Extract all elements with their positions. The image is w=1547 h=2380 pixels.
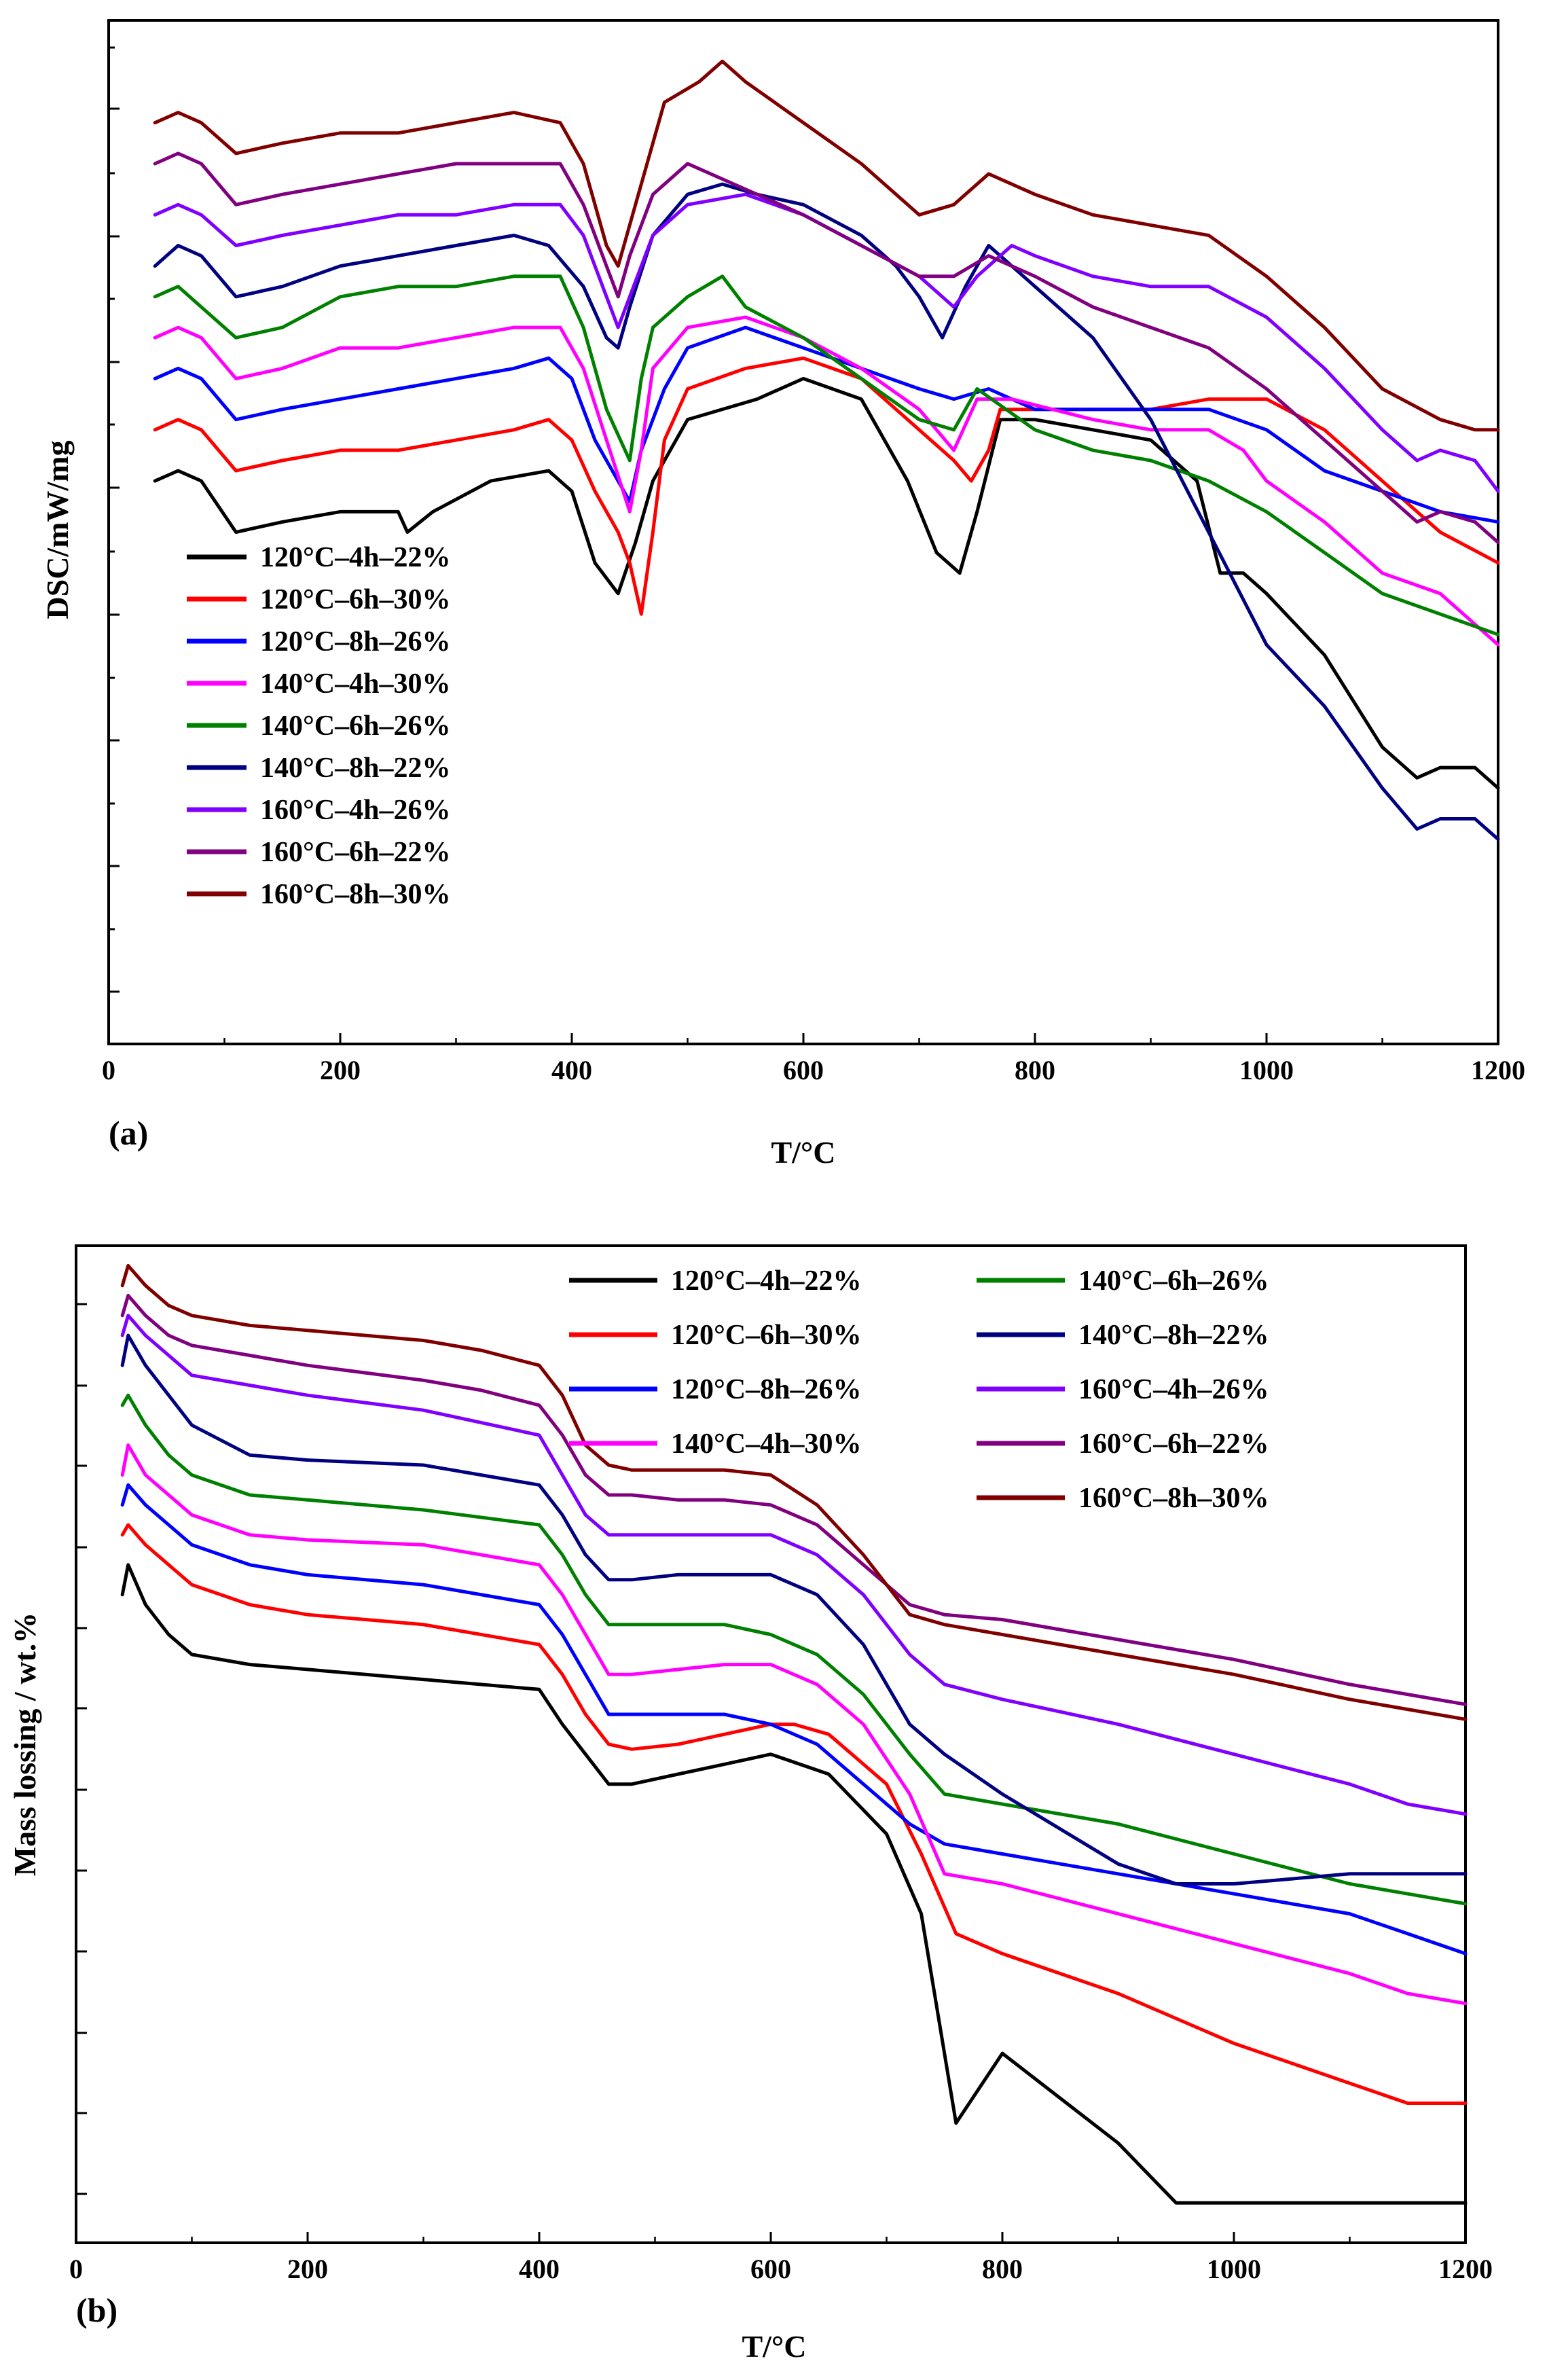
x-tick-label-1000: 1000 <box>1239 1055 1294 1085</box>
legend-label-5: 140°C–6h–26% <box>1078 1265 1269 1297</box>
series-line-3 <box>153 325 1500 524</box>
x-tick-label-1000: 1000 <box>1207 2254 1261 2284</box>
legend-label-4: 140°C–4h–30% <box>671 1428 862 1460</box>
legend-label-2: 120°C–6h–30% <box>671 1320 862 1351</box>
legend-label-9: 160°C–8h–30% <box>1078 1483 1269 1514</box>
x-tick-label-200: 200 <box>287 2254 328 2284</box>
dsc-series-lines <box>153 59 1500 842</box>
x-tick-label-0: 0 <box>69 2254 83 2284</box>
legend-label-5: 140°C–6h–26% <box>260 710 451 742</box>
legend-label-6: 140°C–8h–22% <box>1078 1320 1269 1351</box>
legend-label-7: 160°C–4h–26% <box>1078 1374 1269 1405</box>
x-tick-label-1200: 1200 <box>1438 2254 1493 2284</box>
series-line-7 <box>153 192 1500 493</box>
legend-label-2: 120°C–6h–30% <box>260 584 451 615</box>
mass-x-ticks: 0 200 400 600 800 1000 1200 <box>69 2232 1493 2284</box>
series-line-1 <box>120 1563 1468 2205</box>
x-tick-label-400: 400 <box>519 2254 560 2284</box>
dsc-y-axis-title: DSC/mW/mg <box>40 440 75 619</box>
legend-label-7: 160°C–4h–26% <box>260 795 451 826</box>
x-tick-label-800: 800 <box>982 2254 1023 2284</box>
dsc-legend: 120°C–4h–22% 120°C–6h–30% 120°C–8h–26% 140°… <box>187 542 451 910</box>
x-tick-label-200: 200 <box>320 1055 361 1085</box>
mass-x-axis-title: T/°C <box>742 2329 806 2364</box>
legend-label-4: 140°C–4h–30% <box>260 668 451 700</box>
series-line-7 <box>120 1314 1468 1816</box>
legend-label-3: 120°C–8h–26% <box>671 1374 862 1405</box>
legend-label-8: 160°C–6h–22% <box>260 837 451 868</box>
series-line-5 <box>153 274 1500 636</box>
mass-loss-chart: 0 200 400 600 800 1000 1200 120°C–4h–22%120°C–… <box>7 1244 1493 2364</box>
dsc-x-axis-title: T/°C <box>771 1135 835 1170</box>
mass-y-axis-title: Mass lossing / wt.% <box>7 1612 42 1876</box>
dsc-x-ticks: 0 200 400 600 800 1000 1200 <box>102 1033 1525 1085</box>
mass-series-lines <box>120 1263 1468 2205</box>
series-line-9 <box>153 59 1500 432</box>
dsc-panel-label: (a) <box>109 1114 148 1152</box>
series-line-6 <box>153 182 1500 842</box>
x-tick-label-0: 0 <box>102 1055 115 1085</box>
legend-label-3: 120°C–8h–26% <box>260 626 451 657</box>
series-line-6 <box>120 1333 1468 1886</box>
mass-y-ticks <box>76 1303 87 2195</box>
series-line-1 <box>153 376 1500 790</box>
series-line-2 <box>120 1523 1468 2105</box>
x-tick-label-600: 600 <box>750 2254 791 2284</box>
x-tick-label-800: 800 <box>1015 1055 1055 1085</box>
x-tick-label-600: 600 <box>783 1055 824 1085</box>
x-tick-label-400: 400 <box>551 1055 592 1085</box>
legend-label-1: 120°C–4h–22% <box>671 1265 862 1297</box>
legend-label-1: 120°C–4h–22% <box>260 542 451 573</box>
series-line-8 <box>153 151 1500 545</box>
legend-label-6: 140°C–8h–22% <box>260 753 451 784</box>
x-tick-label-1200: 1200 <box>1471 1055 1525 1085</box>
legend-label-8: 160°C–6h–22% <box>1078 1428 1269 1460</box>
dsc-chart: 0 200 400 600 800 1000 1200 120°C–4h–22%120°C–… <box>40 19 1525 1170</box>
legend-label-9: 160°C–8h–30% <box>260 879 451 910</box>
mass-panel-label: (b) <box>76 2291 117 2329</box>
series-line-9 <box>120 1263 1468 1721</box>
dsc-y-ticks <box>109 46 120 1045</box>
series-line-4 <box>153 315 1500 647</box>
series-line-3 <box>120 1483 1468 1955</box>
series-line-4 <box>120 1443 1468 2006</box>
mass-legend: 120°C–4h–22% 120°C–6h–30% 120°C–8h–26% 140°… <box>569 1265 1269 1514</box>
series-line-2 <box>153 356 1500 616</box>
series-line-5 <box>120 1393 1468 1906</box>
series-line-8 <box>120 1293 1468 1706</box>
